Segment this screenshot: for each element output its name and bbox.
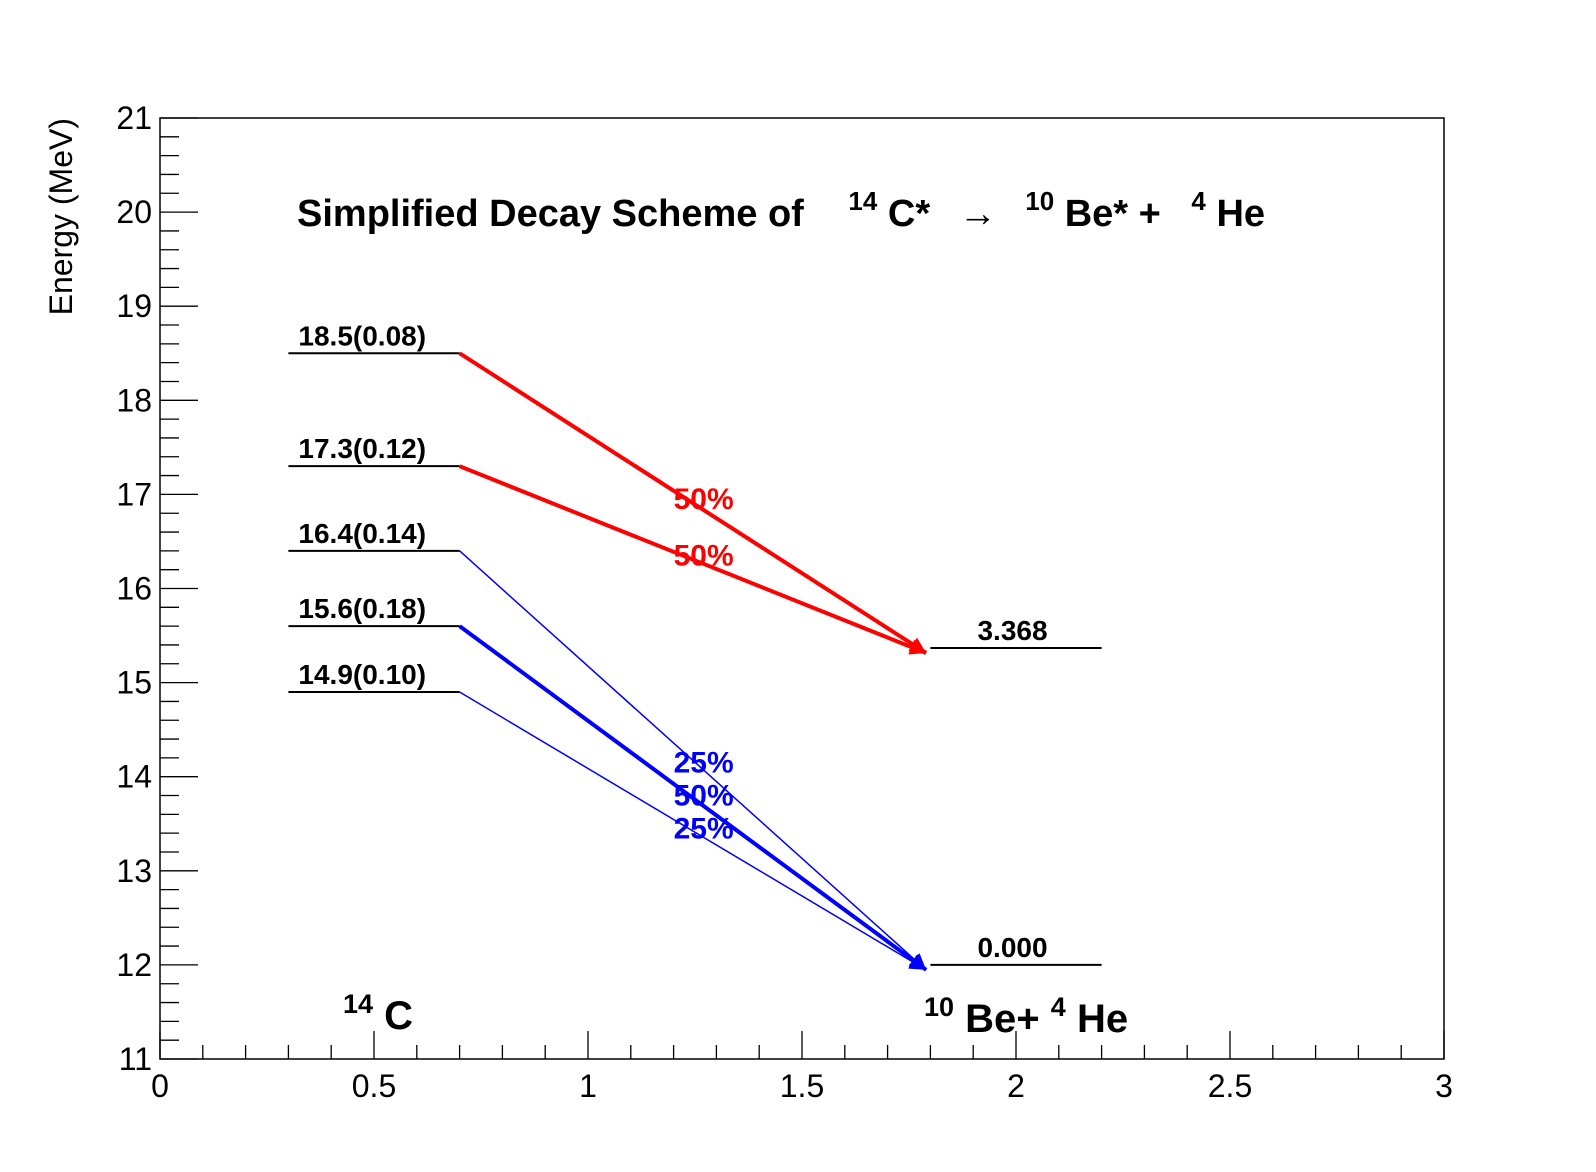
y-tick-label: 21 [116,100,152,136]
y-tick-label: 13 [116,853,152,889]
x-tick-label: 2 [1007,1068,1025,1104]
title-alpha: He [1216,193,1265,235]
y-axis-ticks: 11 12 13 14 15 16 17 18 19 20 21 [116,100,198,1077]
daughter-nucleus-label: 10 Be+ 4 He [924,981,1128,1041]
y-tick-label: 14 [116,759,152,795]
transition-arrow [458,351,928,655]
x-tick-label: 2.5 [1208,1068,1252,1104]
title-daughter: Be* + [1065,193,1161,235]
title-alpha-sup: 4 [1191,186,1206,216]
y-tick-label: 11 [119,1041,152,1077]
parent-level-label: 15.6(0.18) [298,593,426,624]
daughter-nucleus-sup2: 4 [1051,992,1066,1022]
transition-arrow [458,464,927,655]
parent-nucleus-label: 14 C [343,978,413,1038]
branching-ratio-label: 25% [674,747,734,780]
branching-ratio-label: 50% [674,780,734,813]
parent-level-label: 16.4(0.14) [298,518,426,549]
daughter-nucleus-text2: He [1077,997,1128,1041]
x-tick-label: 1 [579,1068,597,1104]
title-parent-sup: 14 [848,186,877,216]
transition-arrowhead [908,639,927,655]
parent-nucleus-text: C [384,994,413,1038]
title-arrow: → [959,193,997,235]
y-axis-title: Energy (MeV) [43,118,79,315]
x-axis-ticks: 0 0.5 1 1.5 2 2.5 3 [151,1031,1453,1104]
transition-arrow [459,691,927,971]
parent-level-label: 17.3(0.12) [298,433,426,464]
chart-title: Simplified Decay Scheme of 14 C* → 10 Be… [297,177,1265,235]
plot-frame [159,117,1445,1060]
x-tick-label: 0 [151,1068,169,1104]
title-prefix: Simplified Decay Scheme of [297,193,804,235]
parent-nucleus-sup: 14 [343,989,373,1019]
y-tick-label: 19 [116,288,152,324]
parent-level-label: 18.5(0.08) [298,320,426,351]
daughter-level-label: 0.000 [977,932,1047,963]
daughter-level-label: 3.368 [977,615,1047,646]
y-tick-label: 18 [116,382,152,418]
daughter-nucleus-text: Be+ [965,997,1040,1041]
transition-arrowhead [908,954,927,970]
y-tick-label: 15 [116,665,152,701]
parent-level-label: 14.9(0.10) [298,659,426,690]
branching-ratio-label: 50% [674,540,734,573]
branching-ratio-label: 25% [674,812,734,845]
title-parent: C* [888,193,930,235]
transition-arrow [458,624,928,972]
energy-levels: 18.5(0.08) 17.3(0.12) 16.4(0.14) 15.6(0.18)… [288,320,1102,966]
transitions: 50%50%25%50%25% [458,351,928,972]
daughter-nucleus-sup: 10 [924,992,954,1022]
y-tick-label: 17 [116,476,152,512]
transition-arrow [459,550,927,971]
y-tick-label: 20 [116,194,152,230]
y-tick-label: 12 [116,947,152,983]
x-tick-label: 3 [1435,1068,1453,1104]
y-tick-label: 16 [116,571,152,607]
x-tick-label: 1.5 [780,1068,824,1104]
x-tick-label: 0.5 [352,1068,396,1104]
branching-ratio-label: 50% [674,483,734,516]
title-daughter-sup: 10 [1025,186,1054,216]
